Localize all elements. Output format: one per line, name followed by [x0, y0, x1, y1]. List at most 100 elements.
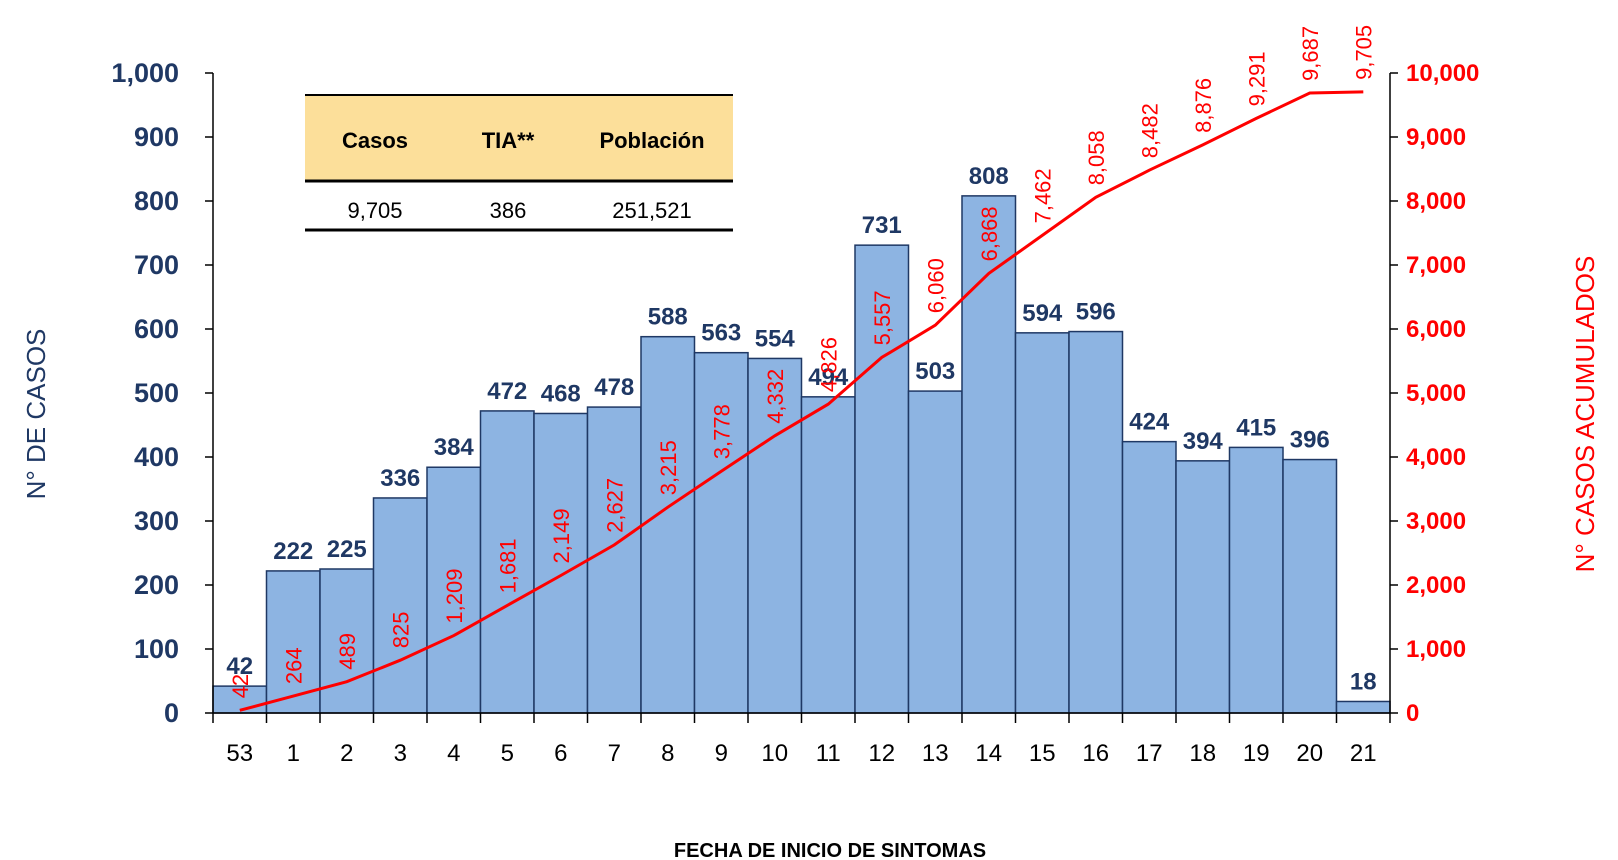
- y-tick-label-right: 9,000: [1406, 124, 1466, 151]
- cumulative-value-label: 9,687: [1298, 26, 1323, 81]
- cumulative-value-label: 4,332: [763, 369, 788, 424]
- x-tick-label: 53: [226, 740, 253, 767]
- bar-value-label: 554: [755, 325, 796, 352]
- bar-week-16: [1068, 330, 1124, 714]
- bar-value-label: 731: [862, 212, 902, 239]
- x-tick-label: 3: [394, 740, 407, 767]
- y-tick-label-right: 6,000: [1406, 316, 1466, 343]
- bar-value-label: 594: [1022, 300, 1063, 327]
- summary-table-header-bg: [305, 95, 733, 181]
- y-tick-label-right: 1,000: [1406, 636, 1466, 663]
- summary-value-tia: 386: [490, 198, 527, 223]
- x-tick-label: 9: [715, 740, 728, 767]
- y-tick-label-left: 1,000: [111, 58, 179, 88]
- bar-week-3: [372, 497, 428, 714]
- bar-week-17: [1121, 440, 1177, 714]
- bar-week-2: [319, 568, 375, 714]
- x-tick-label: 21: [1350, 740, 1377, 767]
- cumulative-value-label: 3,778: [709, 404, 734, 459]
- cumulative-value-label: 8,876: [1191, 78, 1216, 133]
- y-tick-label-left: 0: [164, 698, 179, 728]
- x-axis-label: FECHA DE INICIO DE SINTOMAS: [674, 840, 986, 860]
- cumulative-value-label: 8,482: [1137, 103, 1162, 158]
- summary-header-poblacion: Población: [599, 128, 704, 153]
- summary-header-tia: TIA**: [482, 128, 535, 153]
- cumulative-value-label: 4,826: [816, 337, 841, 392]
- x-tick-label: 6: [554, 740, 567, 767]
- x-tick-label: 10: [761, 740, 788, 767]
- x-tick-label: 14: [975, 740, 1002, 767]
- y-tick-label-left: 700: [134, 250, 179, 280]
- y-tick-label-right: 8,000: [1406, 188, 1466, 215]
- bar-value-label: 588: [648, 304, 688, 331]
- y-tick-label-left: 100: [134, 634, 179, 664]
- y-tick-label-right: 4,000: [1406, 444, 1466, 471]
- y-tick-label-right: 10,000: [1406, 60, 1479, 87]
- cumulative-value-label: 7,462: [1030, 168, 1055, 223]
- cumulative-value-label: 2,149: [549, 508, 574, 563]
- cumulative-value-label: 489: [335, 633, 360, 670]
- cumulative-value-label: 6,060: [923, 258, 948, 313]
- bar-week-8: [640, 335, 696, 714]
- bar-series: [212, 195, 1391, 714]
- x-tick-label: 20: [1296, 740, 1323, 767]
- x-tick-label: 17: [1136, 740, 1163, 767]
- cumulative-value-label: 264: [281, 647, 306, 684]
- y-tick-label-left: 800: [134, 186, 179, 216]
- bar-value-label: 42: [226, 653, 253, 680]
- cumulative-value-label: 8,058: [1084, 130, 1109, 185]
- bar-week-11: [800, 396, 856, 714]
- bar-value-label: 225: [327, 536, 367, 563]
- y-tick-label-left: 600: [134, 314, 179, 344]
- bar-week-18: [1175, 460, 1231, 714]
- y-tick-label-left: 500: [134, 378, 179, 408]
- data-labels: 42 222 225 336 384 472 468 478 588 563 554 494 731 50…: [226, 25, 1376, 698]
- cumulative-value-label: 825: [388, 611, 413, 648]
- x-tick-label: 13: [922, 740, 949, 767]
- x-tick-label: 15: [1029, 740, 1056, 767]
- summary-table: Casos TIA** Población 9,705 386 251,521: [305, 94, 733, 232]
- bar-week-5: [479, 410, 535, 714]
- bar-value-label: 596: [1076, 299, 1116, 326]
- cumulative-value-label: 2,627: [602, 478, 627, 533]
- cumulative-value-label: 3,215: [656, 440, 681, 495]
- y-axis-label-left: N° DE CASOS: [21, 329, 51, 500]
- bar-value-label: 336: [380, 465, 420, 492]
- x-tick-label: 7: [608, 740, 621, 767]
- bar-value-label: 222: [273, 538, 313, 565]
- x-tick-label: 19: [1243, 740, 1270, 767]
- bar-week-19: [1228, 446, 1284, 714]
- cumulative-value-label: 9,705: [1351, 25, 1376, 80]
- bar-week-15: [1014, 332, 1070, 714]
- cumulative-value-label: 5,557: [870, 290, 895, 345]
- summary-value-casos: 9,705: [347, 198, 402, 223]
- bar-value-label: 424: [1129, 409, 1170, 436]
- y-axis-label-right: N° CASOS ACUMULADOS: [1570, 256, 1600, 573]
- bar-value-label: 563: [701, 320, 741, 347]
- y-tick-label-right: 5,000: [1406, 380, 1466, 407]
- y-tick-label-right: 2,000: [1406, 572, 1466, 599]
- cumulative-value-label: 42: [228, 674, 253, 698]
- bar-value-label: 415: [1236, 414, 1276, 441]
- bar-week-1: [265, 570, 321, 714]
- cumulative-line-series: [239, 90, 1364, 712]
- bar-value-label: 384: [434, 434, 475, 461]
- bar-week-9: [693, 351, 749, 714]
- cumulative-value-label: 1,681: [495, 538, 520, 593]
- y-tick-label-left: 900: [134, 122, 179, 152]
- bar-value-label: 494: [808, 364, 849, 391]
- cumulative-line: [239, 90, 1364, 712]
- x-tick-label: 8: [661, 740, 674, 767]
- y-tick-label-left: 300: [134, 506, 179, 536]
- bar-value-label: 468: [541, 380, 581, 407]
- bar-value-label: 18: [1350, 668, 1377, 695]
- bar-value-label: 394: [1183, 428, 1224, 455]
- bar-value-label: 808: [969, 163, 1009, 190]
- summary-header-casos: Casos: [342, 128, 408, 153]
- bar-week-21: [1335, 700, 1391, 714]
- bar-week-7: [586, 406, 642, 714]
- y-tick-label-left: 400: [134, 442, 179, 472]
- x-tick-label: 12: [868, 740, 895, 767]
- x-tick-label: 18: [1189, 740, 1216, 767]
- x-tick-label: 5: [501, 740, 514, 767]
